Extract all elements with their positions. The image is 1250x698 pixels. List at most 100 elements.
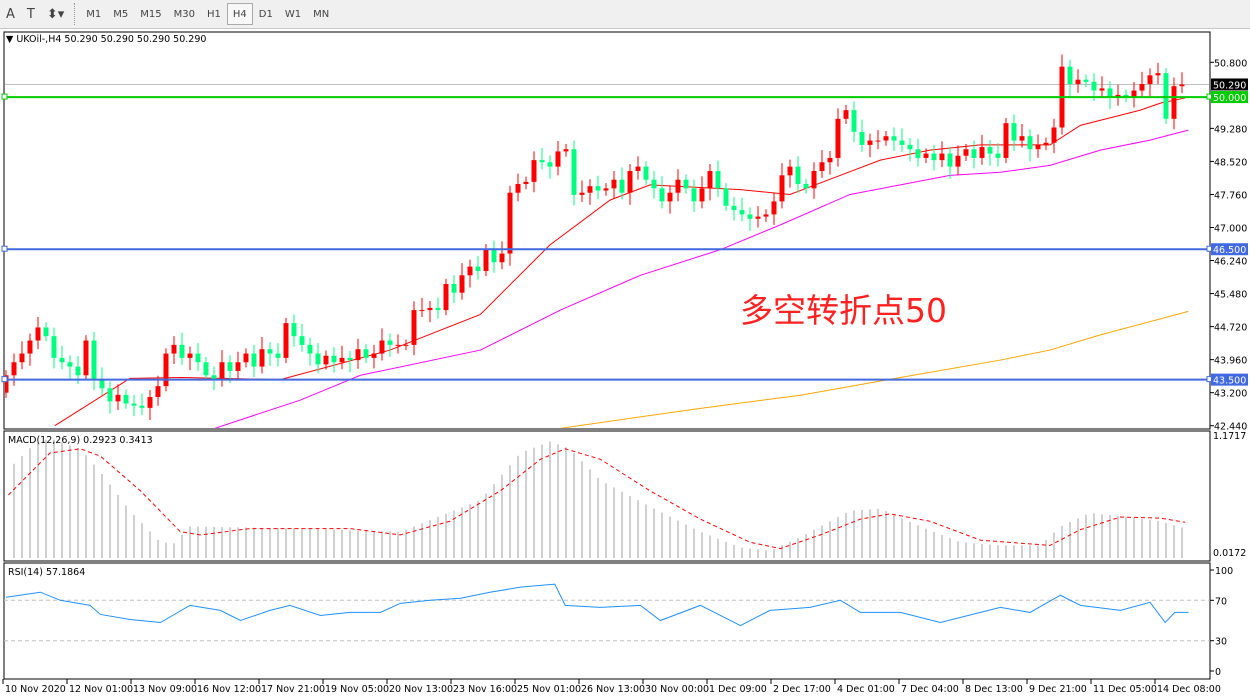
x-tick-label: 14 Dec 08:00 — [1157, 684, 1221, 695]
x-tick-label: 19 Nov 05:00 — [325, 684, 389, 695]
candle-body — [627, 170, 633, 193]
candle-body — [715, 170, 721, 189]
candle-body — [611, 179, 617, 189]
chart-title: ▼ UKOil-,H4 50.290 50.290 50.290 50.290 — [6, 34, 206, 45]
candle-body — [1163, 73, 1169, 119]
x-tick-label: 20 Nov 13:00 — [389, 684, 453, 695]
symbol-ohlc: UKOil-,H4 50.290 50.290 50.290 50.290 — [16, 34, 207, 45]
candle-body — [1179, 84, 1185, 87]
x-tick-label: 23 Nov 16:00 — [453, 684, 517, 695]
candle-body — [115, 394, 121, 402]
candle-body — [243, 353, 249, 363]
candle-body — [867, 140, 873, 145]
candle-body — [531, 160, 537, 182]
candle-body — [883, 136, 889, 141]
x-tick-label: 26 Nov 13:00 — [581, 684, 645, 695]
candle-body — [403, 344, 409, 346]
candle-body — [811, 170, 817, 189]
candle-body — [995, 153, 1001, 158]
candle-body — [131, 403, 137, 406]
timeframe-m1[interactable]: M1 — [86, 8, 102, 20]
candle-body — [163, 353, 169, 387]
candle-body — [947, 153, 953, 167]
candle-body — [419, 310, 425, 312]
chart-area[interactable]: 50.800 49.280 48.520 47.760 47.000 46.240 45.4… — [0, 29, 1250, 698]
candle-body — [171, 344, 177, 354]
timeframe-m30[interactable]: M30 — [173, 8, 195, 20]
rsi-pane — [3, 562, 1211, 680]
candle-body — [1115, 94, 1121, 98]
x-tick-label: 9 Dec 21:00 — [1029, 684, 1087, 695]
candle-body — [1067, 66, 1073, 85]
candle-body — [331, 355, 337, 363]
candle-body — [691, 188, 697, 202]
candle-body — [211, 375, 217, 380]
candle-body — [939, 153, 945, 161]
candle-body — [1099, 88, 1105, 91]
hline-price-label: 50.000 — [1213, 93, 1246, 104]
hline-price-label: 46.500 — [1213, 245, 1246, 256]
x-tick-label: 7 Dec 04:00 — [901, 684, 959, 695]
x-tick-label: 25 Nov 01:00 — [517, 684, 581, 695]
candle-body — [307, 344, 313, 354]
candle-body — [683, 179, 689, 189]
candle-body — [795, 166, 801, 185]
candle-body — [603, 188, 609, 191]
rsi-y-label: 0 — [1215, 667, 1221, 678]
candle-body — [771, 201, 777, 215]
candle-body — [563, 149, 569, 152]
candle-body — [723, 188, 729, 206]
text-icon[interactable]: A — [6, 6, 15, 22]
annotation-text[interactable]: 多空转折点50 — [740, 291, 947, 330]
text-label-icon[interactable]: T — [26, 6, 35, 22]
moving-average-line-1 — [54, 97, 1186, 427]
candle-body — [707, 170, 713, 189]
candle-body — [915, 149, 921, 158]
x-tick-label: 4 Dec 01:00 — [837, 684, 895, 695]
timeframe-d1[interactable]: D1 — [258, 8, 273, 20]
candle-body — [51, 336, 57, 358]
y-tick-label: 47.760 — [1214, 190, 1247, 201]
candle-body — [83, 340, 89, 376]
timeframe-m15[interactable]: M15 — [140, 8, 162, 20]
candle-body — [739, 210, 745, 215]
candle-body — [363, 349, 369, 358]
candle-body — [843, 110, 849, 119]
y-tick-label: 50.800 — [1214, 58, 1247, 69]
candle-body — [395, 344, 401, 346]
y-tick-label: 44.720 — [1214, 323, 1247, 334]
price-series — [5, 54, 1209, 428]
timeframe-m5[interactable]: M5 — [113, 8, 129, 20]
bid-price-label: 50.290 — [1213, 80, 1246, 91]
candle-body — [43, 327, 49, 337]
candle-body — [267, 349, 273, 354]
candle-body — [931, 153, 937, 161]
bid-price-tag — [1211, 78, 1248, 91]
candle-body — [787, 166, 793, 176]
macd-title: MACD(12,26,9) 0.2923 0.3413 — [8, 435, 153, 446]
candle-body — [1107, 88, 1113, 98]
moving-average-line-3 — [560, 310, 1189, 428]
candle-body — [1075, 79, 1081, 85]
hline-price-tag — [1211, 373, 1248, 386]
x-tick-label: 11 Dec 05:00 — [1093, 684, 1157, 695]
candle-body — [675, 179, 681, 193]
candle-body — [635, 166, 641, 171]
candle-body — [1019, 136, 1025, 141]
macd-signal-line — [8, 448, 1186, 550]
candle-body — [459, 275, 465, 293]
timeframe-h1[interactable]: H1 — [207, 8, 221, 20]
candle-body — [907, 144, 913, 150]
timeframe-w1[interactable]: W1 — [284, 8, 302, 20]
candle-body — [507, 192, 513, 254]
timeframe-h4[interactable]: H4 — [226, 3, 253, 25]
collapse-arrow-icon[interactable]: ▼ — [6, 34, 17, 45]
candle-body — [387, 340, 393, 345]
y-tick-label: 45.480 — [1214, 290, 1247, 301]
candle-body — [779, 175, 785, 202]
hline-price-tag — [1211, 91, 1248, 104]
candle-body — [547, 162, 553, 167]
arrows-icon[interactable]: ⬍▾ — [46, 6, 65, 22]
y-tick-label: 42.440 — [1214, 422, 1247, 433]
timeframe-mn[interactable]: MN — [313, 8, 330, 20]
